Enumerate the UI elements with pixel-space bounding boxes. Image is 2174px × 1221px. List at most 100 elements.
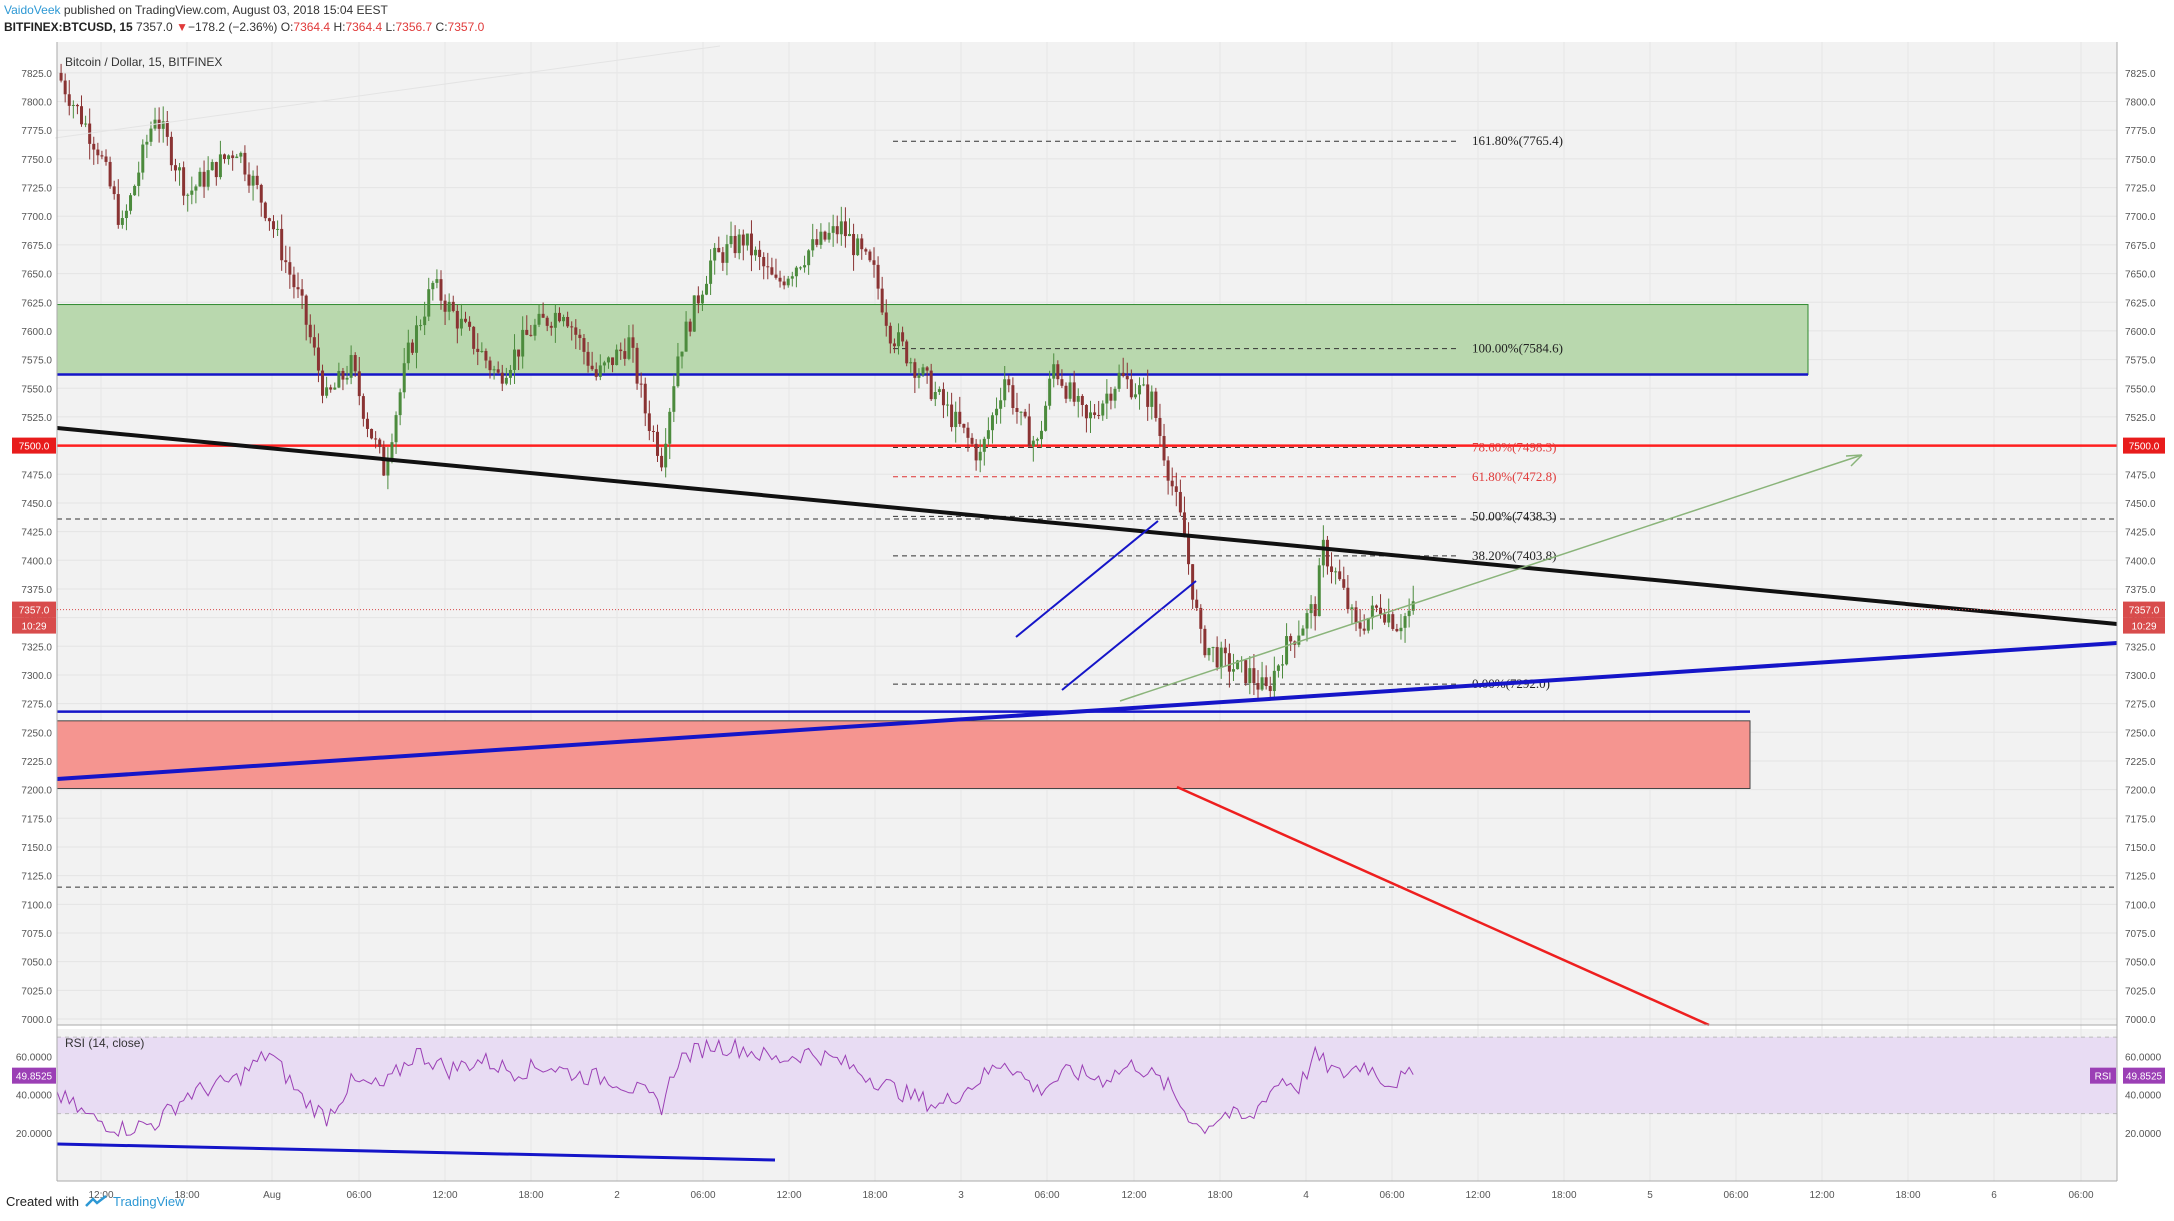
candle-body <box>790 276 794 279</box>
candle-body <box>1374 605 1378 608</box>
candle-body <box>1264 677 1268 687</box>
candle-body <box>778 277 782 282</box>
candle-body <box>1383 614 1387 623</box>
candle-body <box>888 325 892 344</box>
candle-body <box>206 170 210 187</box>
y-tick-left: 7425.0 <box>21 528 52 539</box>
candle-body <box>173 165 177 171</box>
x-tick-label: 5 <box>1647 1190 1653 1201</box>
rsi-tick-left: 40.0000 <box>16 1091 53 1102</box>
x-tick-label: 06:00 <box>2068 1190 2093 1201</box>
candle-body <box>843 221 847 237</box>
candle-body <box>1007 379 1011 386</box>
candle-body <box>631 337 635 348</box>
author-link[interactable]: VaidoVeek <box>4 3 61 17</box>
y-tick-right: 7200.0 <box>2125 786 2156 797</box>
channel-lower-line <box>1061 580 1197 691</box>
candle-body <box>786 278 790 286</box>
last-price-tag-right-bg <box>2123 601 2165 618</box>
candle-body <box>451 301 455 311</box>
candle-body <box>1105 393 1109 404</box>
candle-body <box>1362 628 1366 631</box>
candle-body <box>361 396 365 419</box>
x-tick-label: 12:00 <box>776 1190 801 1201</box>
rsi-tick-right: 60.0000 <box>2125 1052 2162 1063</box>
candle-body <box>169 136 173 166</box>
y-tick-right: 7450.0 <box>2125 499 2156 510</box>
x-tick-label: 18:00 <box>174 1190 199 1201</box>
candle-body <box>75 104 79 107</box>
level-price-tag-left: 7500.0 <box>19 442 50 453</box>
tradingview-brand[interactable]: TradingView <box>112 1194 185 1209</box>
candle-body <box>1346 587 1350 610</box>
y-tick-right: 7025.0 <box>2125 986 2156 997</box>
y-tick-left: 7225.0 <box>21 757 52 768</box>
black-trendline <box>56 426 2118 626</box>
candle-body <box>84 123 88 125</box>
candle-body <box>410 342 414 353</box>
candle-body <box>88 123 92 144</box>
candle-body <box>1285 636 1289 665</box>
candle-body <box>1395 628 1399 632</box>
candle-body <box>827 232 831 240</box>
candle-body <box>725 244 729 263</box>
candle-body <box>414 325 418 353</box>
candle-body <box>1039 430 1043 440</box>
tradingview-logo-icon <box>85 1194 107 1207</box>
candle-body <box>803 265 807 268</box>
y-tick-right: 7625.0 <box>2125 298 2156 309</box>
candle-body <box>316 347 320 371</box>
candle-body <box>190 190 194 195</box>
fib-level-label: 100.00%(7584.6) <box>1472 341 1563 356</box>
candle-body <box>129 195 133 211</box>
candle-body <box>1060 379 1064 386</box>
high-value: 7364.4 <box>345 20 383 34</box>
candle-body <box>431 282 435 290</box>
candle-body <box>423 316 427 326</box>
x-tick-label: 12:00 <box>88 1190 113 1201</box>
candle-body <box>447 301 451 312</box>
candle-body <box>700 294 704 304</box>
y-tick-left: 7750.0 <box>21 155 52 166</box>
rsi-name-tag-right-bg <box>2090 1067 2116 1084</box>
candle-body <box>766 266 770 268</box>
candle-body <box>365 418 369 429</box>
candle-body <box>529 334 533 336</box>
y-tick-left: 7200.0 <box>21 786 52 797</box>
candle-body <box>370 428 374 439</box>
change-arrow: ▼ <box>176 20 188 34</box>
candle-body <box>1072 382 1076 402</box>
faint-trendline <box>54 45 721 139</box>
candle-body <box>782 281 786 286</box>
candle-body <box>639 383 643 385</box>
candle-body <box>251 175 255 186</box>
candle-body <box>1399 627 1403 632</box>
high-label: H: <box>333 20 346 34</box>
y-tick-left: 7125.0 <box>21 872 52 883</box>
y-tick-left: 7725.0 <box>21 184 52 195</box>
candle-body <box>1281 664 1284 666</box>
main-pane[interactable] <box>57 42 2117 1025</box>
candle-body <box>231 155 235 159</box>
candle-body <box>1276 665 1280 671</box>
candle-body <box>672 386 676 412</box>
candle-body <box>901 332 905 342</box>
x-tick-label: 12:00 <box>1121 1190 1146 1201</box>
candle-body <box>178 167 182 171</box>
candle-body <box>92 143 96 150</box>
candle-body <box>1223 647 1227 654</box>
candle-body <box>1260 677 1264 690</box>
candle-body <box>304 295 308 325</box>
candle-body <box>709 260 713 284</box>
y-tick-right: 7475.0 <box>2125 470 2156 481</box>
x-tick-label: 18:00 <box>1895 1190 1920 1201</box>
candle-body <box>1174 486 1178 492</box>
candle-body <box>1150 391 1154 407</box>
candle-body <box>508 369 512 378</box>
channel-upper-line <box>1015 520 1159 638</box>
candle-body <box>406 342 410 364</box>
rsi-band <box>57 1037 2117 1114</box>
candle-body <box>182 167 186 196</box>
candle-body <box>864 249 868 252</box>
